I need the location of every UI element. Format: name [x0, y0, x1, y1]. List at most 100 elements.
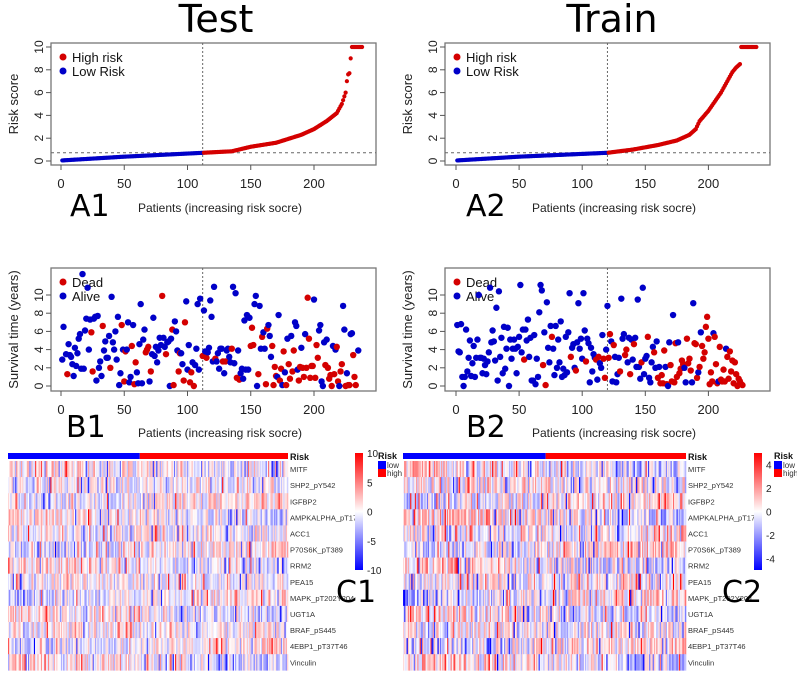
dead-point [687, 367, 694, 374]
heatmap-cell [462, 493, 464, 510]
heatmap-cell [246, 525, 249, 542]
heatmap-cell [664, 461, 667, 478]
heatmap-cell [143, 654, 145, 671]
heatmap-cell [72, 638, 75, 655]
heatmap-cell [130, 557, 132, 574]
heatmap-cell [52, 557, 55, 574]
heatmap-cell [75, 654, 77, 671]
heatmap-cell [212, 493, 215, 510]
heatmap-cell [108, 622, 110, 639]
heatmap-cell [278, 605, 281, 623]
heatmap-cell [626, 493, 629, 510]
heatmap-cell [431, 493, 434, 510]
heatmap-cell [175, 541, 177, 558]
heatmap-cell [625, 493, 627, 510]
alive-point [113, 356, 120, 363]
heatmap-cell [9, 557, 11, 574]
dead-point [313, 341, 320, 349]
row-label: SHP2_pY542 [290, 481, 335, 490]
heatmap-cell [108, 557, 110, 574]
heatmap-cell [649, 477, 651, 494]
heatmap-cell [427, 461, 430, 478]
heatmap-cell [60, 654, 63, 671]
heatmap-cell [78, 654, 81, 671]
heatmap-cell [142, 654, 144, 671]
heatmap-cell [118, 622, 121, 639]
heatmap-cell [128, 622, 130, 639]
heatmap-cell [150, 589, 152, 607]
heatmap-cell [119, 605, 122, 623]
heatmap-cell [111, 477, 114, 494]
heatmap-cell [243, 541, 245, 558]
heatmap-cell [16, 638, 18, 655]
heatmap-cell [12, 605, 15, 623]
heatmap-cell [112, 461, 115, 478]
heatmap-cell [169, 541, 171, 558]
heatmap-cell [205, 638, 208, 655]
heatmap-cell [228, 638, 230, 655]
alive-point [475, 291, 482, 299]
heatmap-cell [652, 477, 655, 494]
heatmap-cell [268, 589, 270, 607]
heatmap-cell [20, 461, 23, 478]
heatmap-cell [182, 477, 184, 494]
heatmap-cell [195, 461, 197, 478]
heatmap-cell [229, 525, 231, 542]
heatmap-cell [272, 622, 275, 639]
heatmap-cell [203, 589, 205, 607]
heatmap-cell [242, 605, 244, 623]
heatmap-cell [168, 573, 170, 591]
heatmap-cell [600, 493, 602, 510]
alive-point [470, 342, 477, 350]
heatmap-cell [137, 557, 139, 574]
heatmap-cell [220, 605, 223, 623]
heatmap-cell [239, 557, 242, 574]
heatmap-cell [126, 477, 129, 494]
alive-point [649, 343, 657, 351]
heatmap-cell [645, 461, 648, 478]
heatmap-cell [231, 509, 234, 526]
heatmap-cell [120, 509, 123, 526]
alive-point [105, 332, 113, 340]
heatmap-cell [224, 573, 226, 591]
heatmap-cell [159, 573, 162, 591]
legend-label: Alive [72, 289, 100, 304]
heatmap-cell [202, 493, 204, 510]
heatmap-cell [277, 477, 279, 494]
alive-point [281, 369, 289, 376]
heatmap-cell [33, 605, 36, 623]
heatmap-cell [414, 461, 417, 478]
heatmap-cell [417, 477, 419, 494]
heatmap-cell [104, 589, 106, 607]
heatmap-cell [531, 477, 533, 494]
alive-point [317, 321, 324, 329]
heatmap-cell [521, 477, 524, 494]
heatmap-cell [18, 541, 21, 558]
heatmap-cell [13, 557, 16, 574]
heatmap-cell [193, 622, 196, 639]
heatmap-cell [630, 493, 632, 510]
heatmap-cell [125, 654, 128, 671]
heatmap-cell [183, 573, 185, 591]
y-tick-label: 10 [426, 40, 440, 54]
heatmap-cell [284, 461, 286, 478]
heatmap-cell [461, 477, 463, 494]
heatmap-cell [112, 605, 115, 623]
heatmap-cell [238, 557, 241, 574]
heatmap-cell [220, 461, 223, 478]
legend-label: low [387, 461, 399, 470]
heatmap-cell [99, 654, 102, 671]
heatmap-cell [270, 525, 272, 542]
heatmap-cell [448, 477, 450, 494]
heatmap-cell [250, 622, 252, 639]
heatmap-cell [226, 573, 229, 591]
heatmap-cell [89, 477, 91, 494]
heatmap-cell [102, 493, 104, 510]
heatmap-cell [182, 493, 184, 510]
heatmap-cell [182, 509, 184, 526]
heatmap-cell [33, 573, 36, 591]
heatmap-cell [680, 461, 682, 478]
heatmap-cell [215, 541, 217, 558]
heatmap-cell [209, 493, 211, 510]
alive-point [74, 350, 81, 357]
